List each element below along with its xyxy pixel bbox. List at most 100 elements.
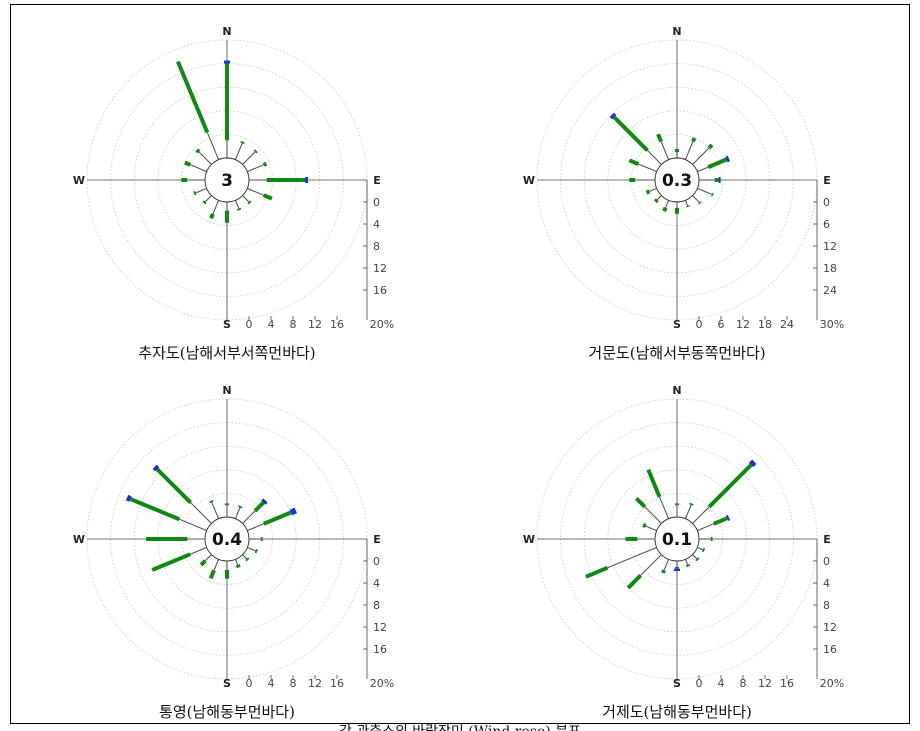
scale-tick-label-vertical: 12 <box>823 240 837 253</box>
sector-SSE <box>234 200 242 211</box>
scale-tick-label-horizontal: 8 <box>290 677 297 690</box>
sector-NW <box>152 464 212 524</box>
panel-caption: 통영(남해동부먼바다) <box>159 703 295 721</box>
thin-segment <box>242 151 256 165</box>
sector-NNE <box>684 502 694 519</box>
sector-ESE <box>247 546 258 554</box>
thin-segment <box>179 518 207 532</box>
sector-NNW <box>176 60 220 160</box>
sector-ESE <box>697 187 714 197</box>
sector-NNE <box>234 505 243 519</box>
direction-label-e: E <box>373 174 381 187</box>
calm-value: 3 <box>221 171 233 191</box>
sector-ENE <box>247 507 297 532</box>
thin-segment <box>190 164 207 173</box>
calm-circle <box>654 516 700 562</box>
thin-segment <box>640 554 662 576</box>
scale-tick-label-horizontal: 0 <box>246 318 253 331</box>
sector-NNW <box>646 468 670 519</box>
thin-segment <box>242 554 248 560</box>
green-segment <box>129 497 181 522</box>
thin-segment <box>242 195 250 203</box>
thin-segment <box>684 559 689 566</box>
figure-frame <box>10 4 910 724</box>
green-segment <box>208 569 216 580</box>
scale-tick-label-horizontal: 0 <box>696 318 703 331</box>
thin-segment <box>247 546 256 552</box>
wind-rose-panel-1: 3 N E S W 0 4 8 12 16 0 4 8 12 16 20% 추자도(남해서부서쪽먼바다) <box>73 25 394 362</box>
green-segment <box>236 207 242 211</box>
blue-segment <box>125 494 132 502</box>
scale-tick-label-vertical: 12 <box>823 621 837 634</box>
blue-segment <box>289 507 297 516</box>
scale-max-label: 20% <box>370 318 394 331</box>
green-segment <box>262 161 268 167</box>
scale-tick-label-horizontal: 0 <box>696 677 703 690</box>
sector-SSW <box>661 559 670 574</box>
thin-segment <box>213 559 220 571</box>
thin-segment <box>234 559 239 566</box>
sector-ENE <box>247 161 268 173</box>
green-segment <box>262 510 292 526</box>
scale-tick-label-horizontal: 4 <box>718 677 725 690</box>
sector-ESE <box>247 187 273 201</box>
direction-label-s: S <box>223 318 231 331</box>
sector-WNW <box>184 160 207 173</box>
scale-tick-label-vertical: 6 <box>823 218 830 231</box>
scale-max-label: 20% <box>820 677 844 690</box>
thin-segment <box>242 510 256 524</box>
green-segment <box>612 115 649 152</box>
scale-tick-label-horizontal: 8 <box>740 677 747 690</box>
thin-segment <box>212 200 220 215</box>
green-segment <box>653 198 659 204</box>
scale-tick-label-vertical: 8 <box>373 599 380 612</box>
green-segment <box>646 468 662 498</box>
green-segment <box>184 160 192 167</box>
sector-NNE <box>684 137 697 160</box>
scale-tick-label-horizontal: 4 <box>268 677 275 690</box>
green-segment <box>202 200 207 205</box>
thin-segment <box>697 546 704 551</box>
green-segment <box>253 501 265 513</box>
scale-tick-label-horizontal: 16 <box>330 677 344 690</box>
scale-tick-label-vertical: 0 <box>373 196 380 209</box>
green-segment <box>707 157 728 169</box>
green-segment <box>661 569 666 574</box>
green-segment <box>195 148 201 154</box>
thin-segment <box>190 546 207 555</box>
sector-NE <box>242 498 268 524</box>
thin-segment <box>684 504 692 519</box>
green-segment <box>711 192 714 197</box>
scale-tick-label-horizontal: 12 <box>736 318 750 331</box>
green-segment <box>199 559 207 567</box>
sector-NNE <box>234 140 245 160</box>
direction-label-w: W <box>523 533 535 546</box>
scale-tick-label-vertical: 16 <box>823 643 837 656</box>
green-segment <box>691 137 697 143</box>
scale-tick-label-vertical: 18 <box>823 262 837 275</box>
scale-tick-label-vertical: 4 <box>823 577 830 590</box>
green-segment <box>701 547 706 553</box>
green-segment <box>707 463 753 509</box>
thin-segment <box>204 195 212 203</box>
wind-rose-panel-4: 0.1 N E S W 0 4 8 12 16 0 4 8 12 16 20% 거제도(남해동부먼바다) <box>523 384 844 721</box>
sector-SW <box>199 554 212 567</box>
green-segment <box>193 191 197 196</box>
sector-SE <box>692 554 700 562</box>
blue-segment <box>152 464 160 472</box>
calm-circle <box>204 516 250 562</box>
blue-segment <box>726 514 731 521</box>
direction-label-e: E <box>373 533 381 546</box>
scale-tick-label-vertical: 24 <box>823 284 837 297</box>
thin-segment <box>684 200 689 207</box>
thin-segment <box>234 200 240 209</box>
thin-segment <box>645 525 657 532</box>
scale-tick-label-vertical: 0 <box>823 555 830 568</box>
thin-segment <box>206 132 220 160</box>
thin-segment <box>692 195 700 203</box>
sector-WNW <box>642 523 657 532</box>
green-segment <box>247 200 252 205</box>
sector-NNW <box>209 499 220 519</box>
sector-SSW <box>209 200 220 220</box>
thin-segment <box>195 187 207 194</box>
